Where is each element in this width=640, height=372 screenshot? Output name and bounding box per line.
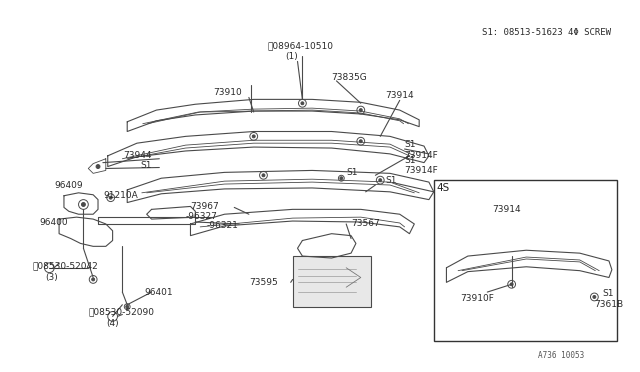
Text: (4): (4) [106,319,119,328]
Bar [292,256,371,307]
Circle shape [359,140,362,143]
Text: S1: S1 [346,168,358,177]
Circle shape [96,164,100,169]
Circle shape [301,102,304,105]
Text: A736 10053: A736 10053 [538,351,584,360]
Text: 96401: 96401 [145,288,173,296]
Text: 73567: 73567 [351,219,380,228]
Circle shape [92,278,95,281]
Text: (1): (1) [285,52,298,61]
Bar [434,180,617,341]
Text: 73914F: 73914F [404,151,438,160]
Text: S1: S1 [602,289,614,298]
Circle shape [81,202,85,206]
Text: S1: 08513-51623 4Φ SCREW: S1: 08513-51623 4Φ SCREW [483,28,611,37]
Text: S1: S1 [140,161,152,170]
Text: 73595: 73595 [250,278,278,287]
Circle shape [262,174,265,177]
Text: 73914: 73914 [385,91,413,100]
Text: 96409: 96409 [54,182,83,190]
Text: 73914: 73914 [492,205,521,214]
Text: 7361B: 7361B [595,300,623,309]
Text: 73944: 73944 [123,151,152,160]
Text: -96321: -96321 [207,221,239,230]
Text: 4S: 4S [436,183,450,193]
Text: Ⓝ08530-52090: Ⓝ08530-52090 [88,307,154,316]
Text: 73967: 73967 [191,202,220,211]
Circle shape [593,295,596,298]
Text: 73910: 73910 [213,88,242,97]
Circle shape [125,305,129,308]
Text: 73910F: 73910F [461,294,495,304]
Circle shape [379,179,381,182]
Text: 96400: 96400 [40,218,68,227]
Text: 73914F: 73914F [404,166,438,175]
Circle shape [510,283,513,286]
Circle shape [109,196,112,199]
Text: 73835G: 73835G [332,74,367,83]
Text: (3): (3) [45,273,58,282]
Circle shape [340,177,343,180]
Circle shape [359,109,362,112]
Text: S1: S1 [404,156,416,165]
Text: 91210A: 91210A [103,191,138,200]
Text: S1: S1 [385,176,397,185]
Circle shape [252,135,255,138]
Text: ⓝ08964-10510: ⓝ08964-10510 [268,41,333,50]
Text: -96327: -96327 [186,212,218,221]
Text: S1: S1 [404,140,416,149]
Text: Ⓝ08530-52042: Ⓝ08530-52042 [33,261,99,270]
